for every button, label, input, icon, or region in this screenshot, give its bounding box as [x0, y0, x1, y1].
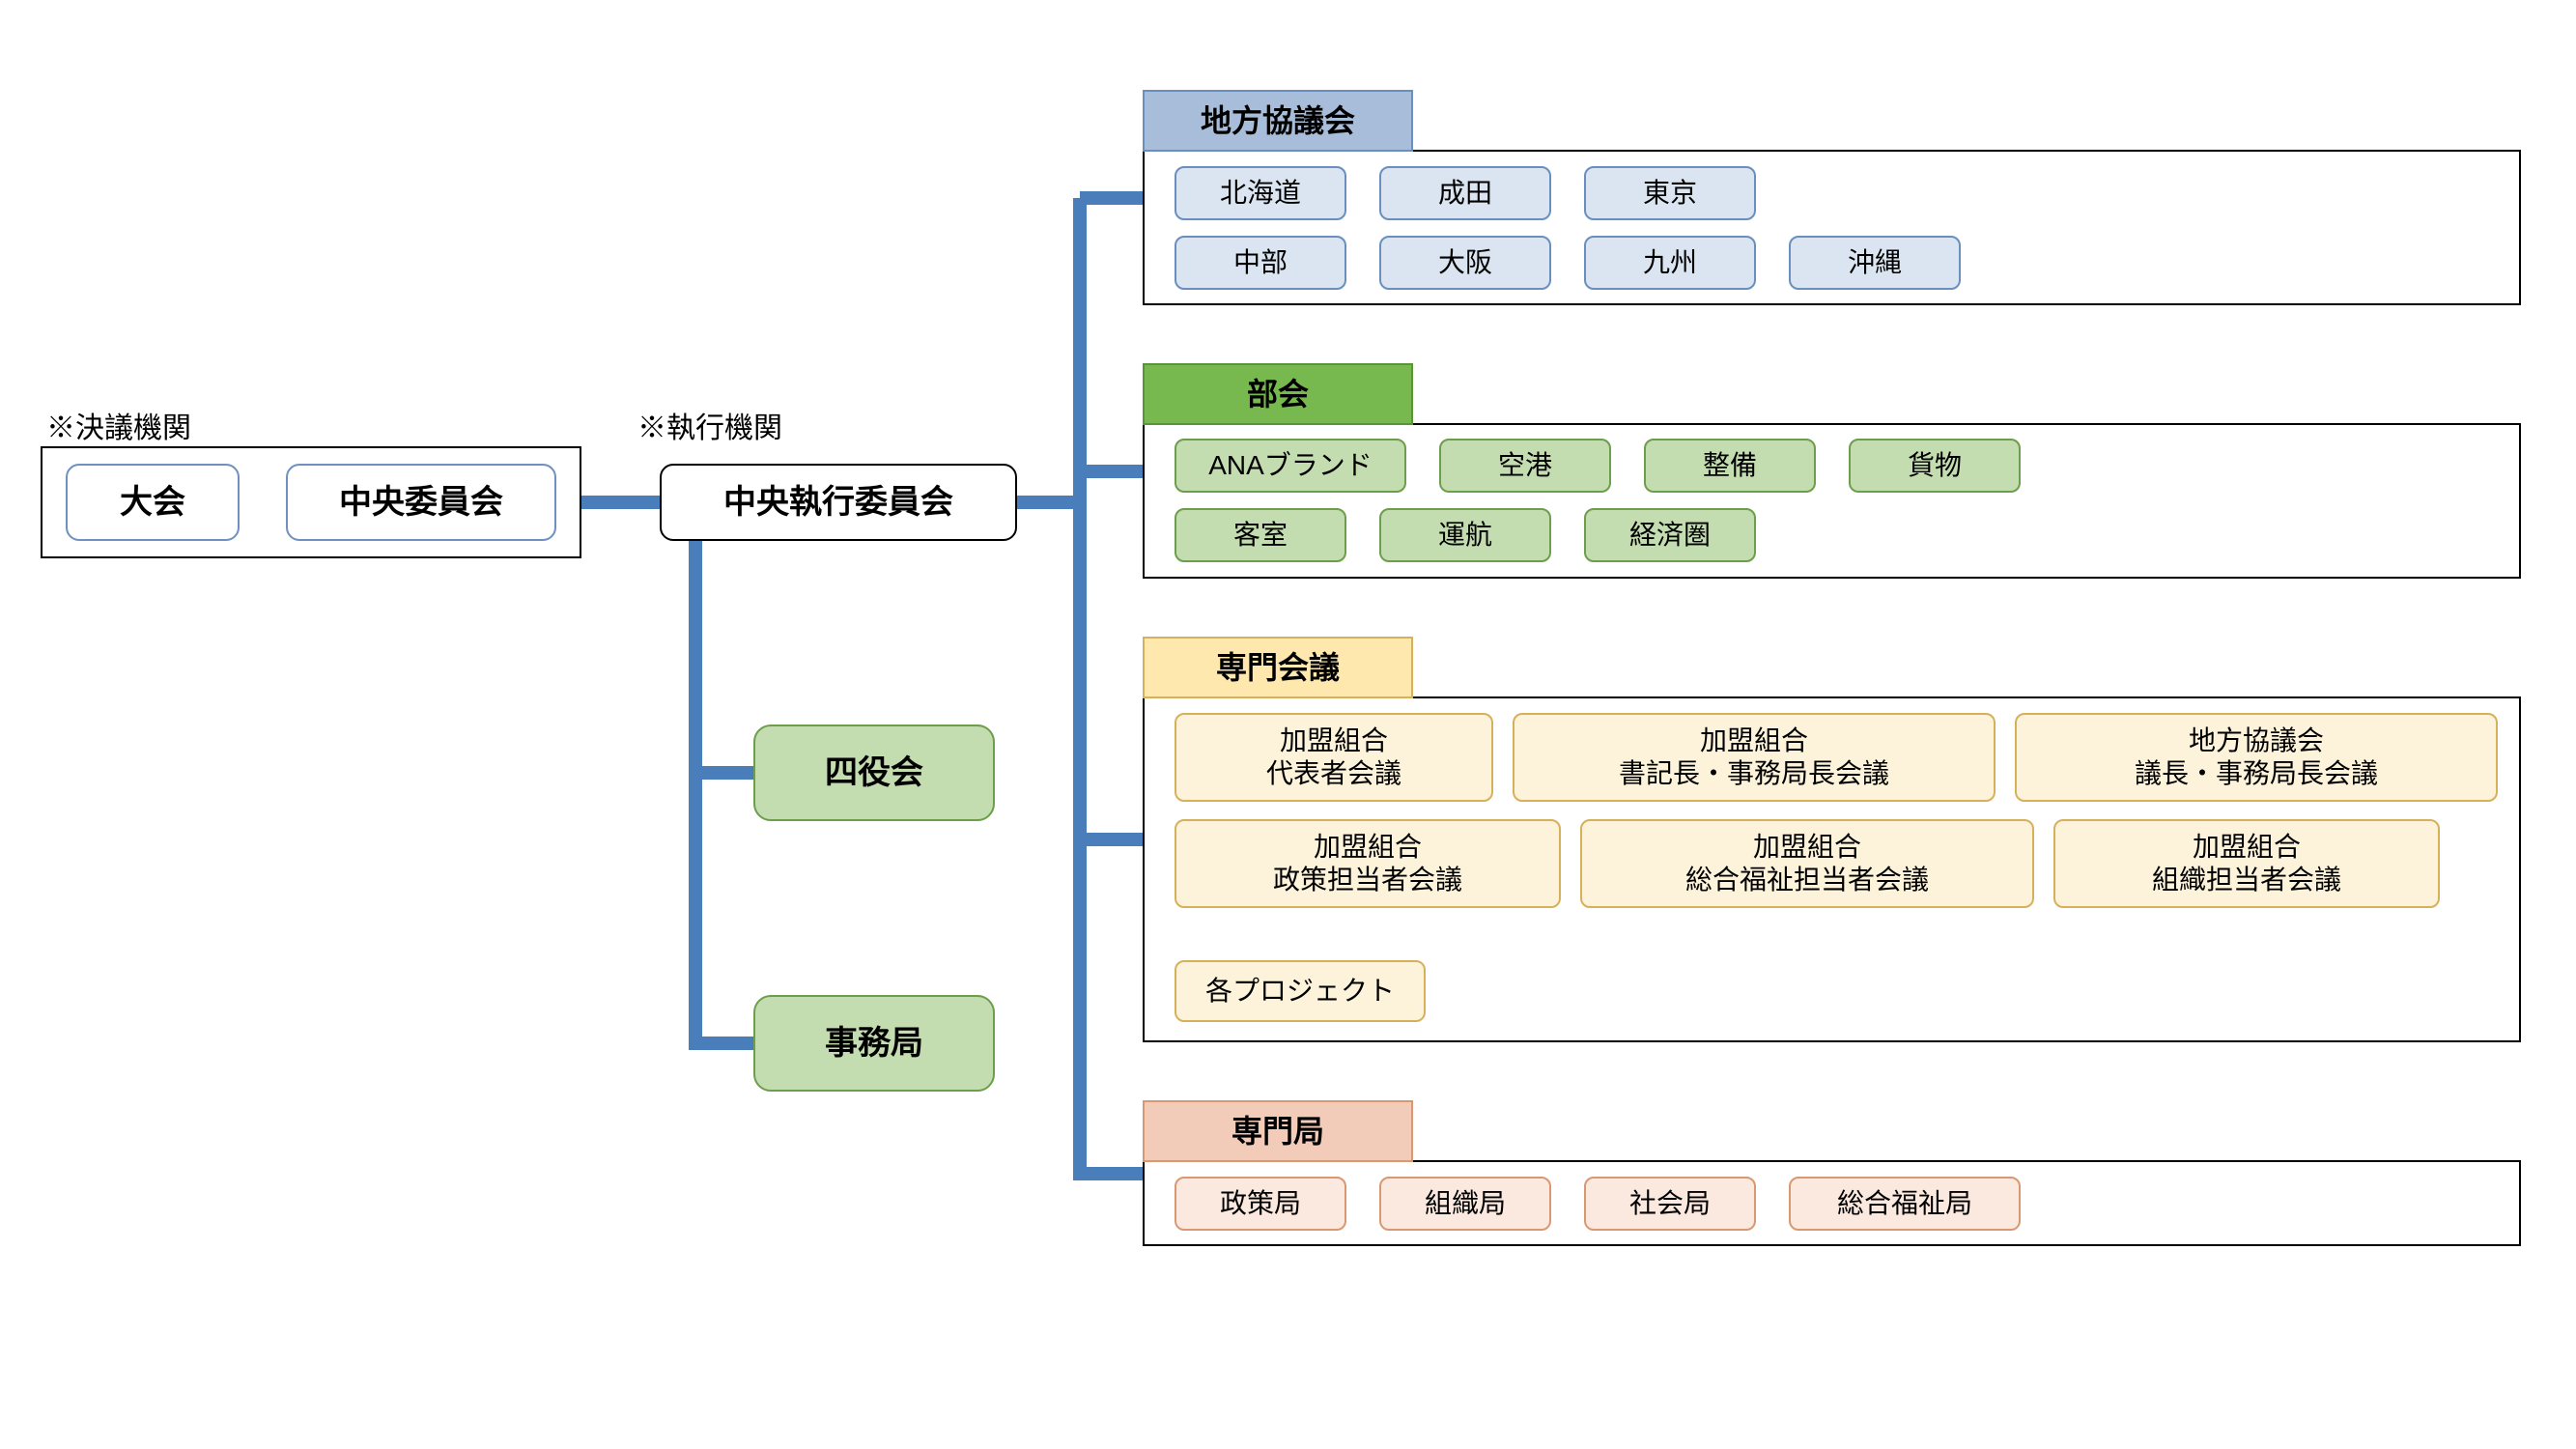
section-header-senmon_kyoku: 専門局 [1143, 1100, 1413, 1162]
item-bukai-1: 空港 [1439, 439, 1611, 493]
section-header-senmon_kaigi: 専門会議 [1143, 637, 1413, 698]
connector-v [1073, 198, 1087, 1180]
item-bukai-6: 経済圏 [1584, 508, 1756, 562]
item-bukai-4: 客室 [1175, 508, 1346, 562]
connector-h [1080, 833, 1143, 846]
item-senmon_kyoku-1: 組織局 [1379, 1177, 1551, 1231]
item-regional-2: 東京 [1584, 166, 1756, 220]
item-regional-1: 成田 [1379, 166, 1551, 220]
item-senmon_kaigi-4: 加盟組合 総合福祉担当者会議 [1580, 819, 2034, 908]
item-bukai-2: 整備 [1644, 439, 1816, 493]
item-bukai-0: ANAブランド [1175, 439, 1406, 493]
item-bukai-5: 運航 [1379, 508, 1551, 562]
item-senmon_kaigi-0: 加盟組合 代表者会議 [1175, 713, 1493, 802]
connector-h [581, 496, 660, 509]
item-senmon_kyoku-2: 社会局 [1584, 1177, 1756, 1231]
item-senmon_kaigi-1: 加盟組合 書記長・事務局長会議 [1513, 713, 1996, 802]
item-regional-4: 大阪 [1379, 236, 1551, 290]
note-decision: ※決議機関 [46, 404, 191, 446]
item-senmon_kaigi-5: 加盟組合 組織担当者会議 [2053, 819, 2440, 908]
node-shiyaku: 四役会 [753, 724, 995, 821]
item-regional-6: 沖縄 [1789, 236, 1961, 290]
connector-v [689, 541, 702, 1050]
connector-h [1080, 1167, 1143, 1180]
connector-h [1017, 496, 1080, 509]
item-senmon_kyoku-0: 政策局 [1175, 1177, 1346, 1231]
node-jimukyoku: 事務局 [753, 995, 995, 1092]
item-senmon_kaigi-3: 加盟組合 政策担当者会議 [1175, 819, 1561, 908]
item-regional-5: 九州 [1584, 236, 1756, 290]
item-senmon_kyoku-3: 総合福祉局 [1789, 1177, 2021, 1231]
connector-h [695, 766, 753, 780]
item-senmon_kaigi-6: 各プロジェクト [1175, 960, 1426, 1022]
node-convention: 大会 [66, 464, 240, 541]
item-bukai-3: 貨物 [1849, 439, 2021, 493]
org-chart-canvas: ※決議機関 ※執行機関大会中央委員会 中央執行委員会四役会事務局 地方協議会北海道成田… [0, 0, 2576, 1449]
connector-h [695, 1037, 753, 1050]
item-regional-0: 北海道 [1175, 166, 1346, 220]
note-executive: ※執行機関 [637, 404, 782, 446]
item-senmon_kaigi-2: 地方協議会 議長・事務局長会議 [2015, 713, 2498, 802]
section-header-regional: 地方協議会 [1143, 90, 1413, 152]
node-central_cmte: 中央委員会 [286, 464, 556, 541]
connector-h [1080, 191, 1143, 205]
connector-h [1080, 465, 1143, 478]
section-header-bukai: 部会 [1143, 363, 1413, 425]
item-regional-3: 中部 [1175, 236, 1346, 290]
node-exec_cmte: 中央執行委員会 [660, 464, 1017, 541]
